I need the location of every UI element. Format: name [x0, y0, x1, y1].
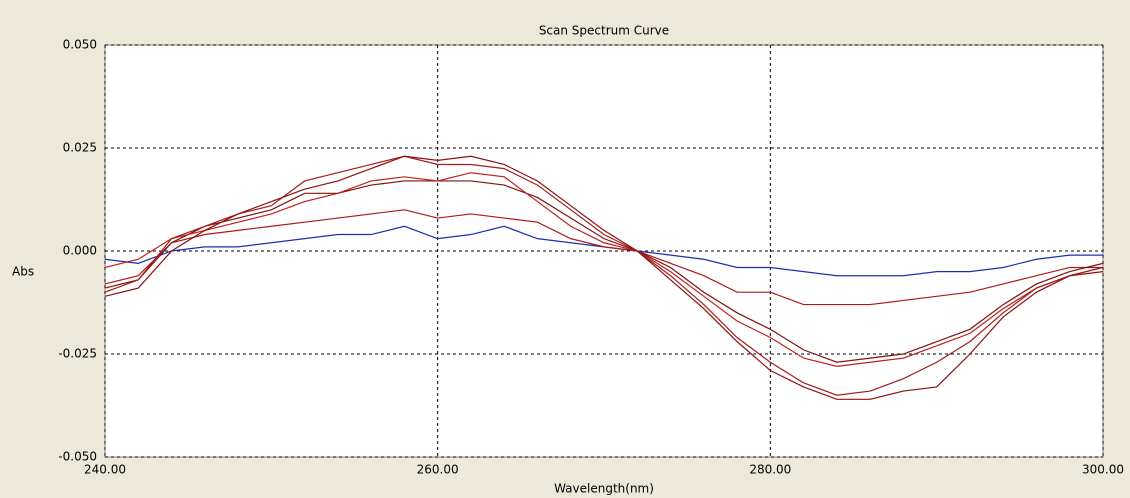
y-tick-label: 0.050: [63, 38, 97, 52]
chart-title: Scan Spectrum Curve: [539, 24, 669, 38]
x-tick-label: 300.00: [1082, 463, 1124, 477]
y-axis-label: Abs: [12, 265, 34, 279]
series-line: [104, 155, 1104, 400]
y-tick-label: -0.050: [58, 450, 97, 464]
series-line: [104, 155, 1104, 396]
y-tick-label: 0.000: [63, 244, 97, 258]
series-line: [104, 180, 1104, 363]
y-tick-label: -0.025: [58, 347, 97, 361]
x-tick-label: 240.00: [84, 463, 126, 477]
y-tick-label: 0.025: [63, 141, 97, 155]
x-axis-label: Wavelength(nm): [554, 482, 654, 496]
series-line: [104, 172, 1104, 367]
x-tick-label: 260.00: [417, 463, 459, 477]
series-line: [104, 209, 1103, 306]
x-tick-label: 280.00: [749, 463, 791, 477]
